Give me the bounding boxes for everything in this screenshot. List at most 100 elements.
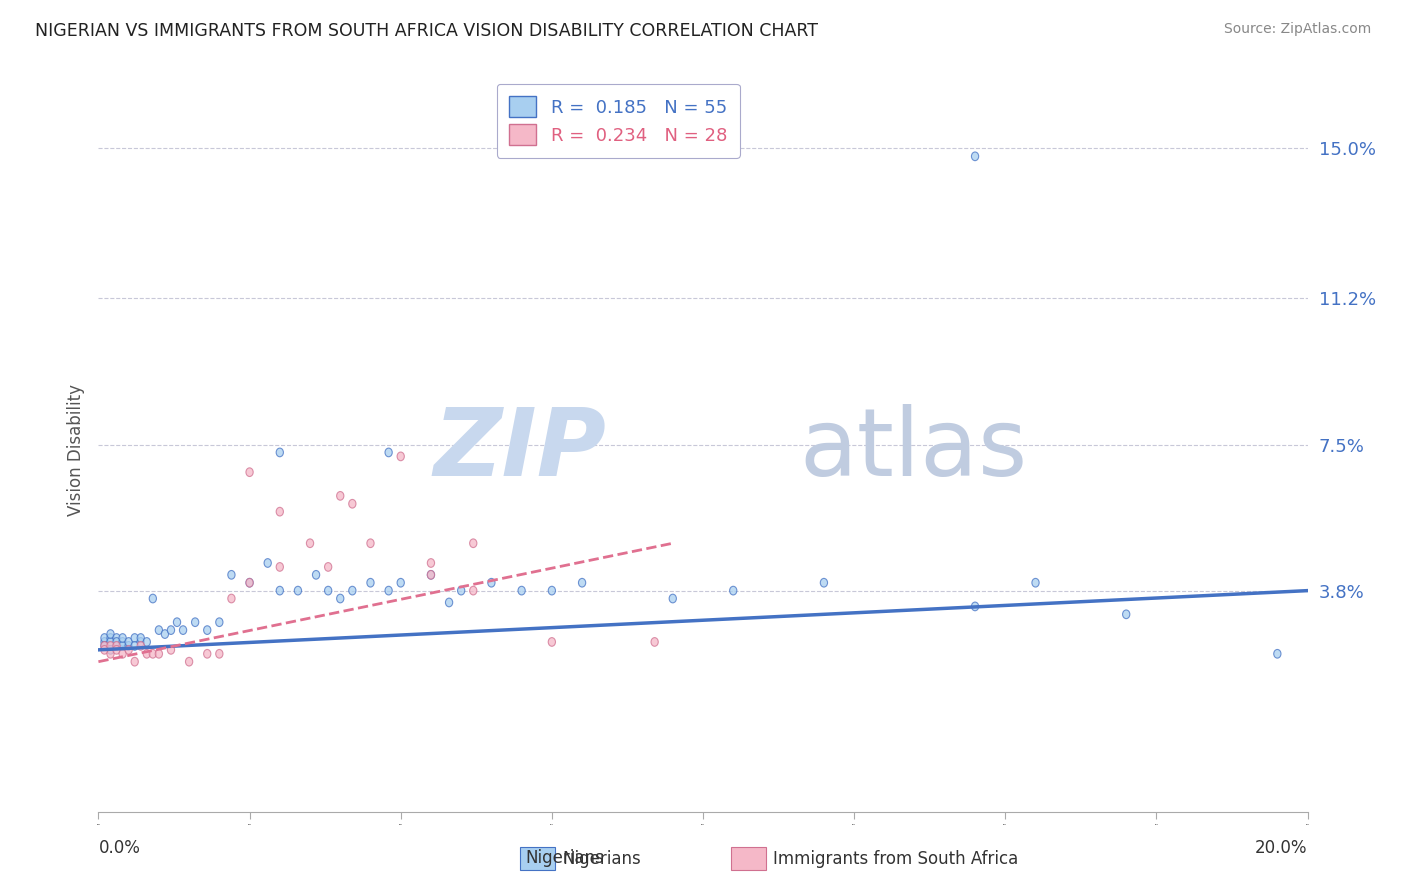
Text: Nigerians: Nigerians	[526, 849, 605, 867]
Ellipse shape	[120, 649, 127, 658]
Text: Source: ZipAtlas.com: Source: ZipAtlas.com	[1223, 22, 1371, 37]
Ellipse shape	[228, 594, 235, 603]
Ellipse shape	[325, 586, 332, 595]
Ellipse shape	[246, 578, 253, 587]
Ellipse shape	[548, 586, 555, 595]
Ellipse shape	[125, 646, 132, 654]
Ellipse shape	[228, 571, 235, 579]
Ellipse shape	[325, 563, 332, 571]
Ellipse shape	[367, 578, 374, 587]
Ellipse shape	[112, 641, 120, 650]
Ellipse shape	[120, 641, 127, 650]
Ellipse shape	[427, 571, 434, 579]
Ellipse shape	[191, 618, 198, 626]
Ellipse shape	[173, 618, 180, 626]
Ellipse shape	[101, 641, 108, 650]
Ellipse shape	[307, 539, 314, 548]
Ellipse shape	[446, 599, 453, 607]
Ellipse shape	[149, 594, 156, 603]
Ellipse shape	[204, 649, 211, 658]
Ellipse shape	[204, 626, 211, 634]
Legend: R =  0.185   N = 55, R =  0.234   N = 28: R = 0.185 N = 55, R = 0.234 N = 28	[496, 84, 740, 158]
Ellipse shape	[1032, 578, 1039, 587]
Ellipse shape	[427, 558, 434, 567]
Text: Immigrants from South Africa: Immigrants from South Africa	[773, 849, 1018, 868]
Ellipse shape	[131, 641, 138, 650]
Ellipse shape	[651, 638, 658, 647]
Ellipse shape	[138, 638, 145, 647]
FancyBboxPatch shape	[731, 847, 766, 870]
Ellipse shape	[349, 586, 356, 595]
Ellipse shape	[548, 638, 555, 647]
FancyBboxPatch shape	[520, 847, 555, 870]
Ellipse shape	[112, 646, 120, 654]
Ellipse shape	[264, 558, 271, 567]
Ellipse shape	[396, 578, 405, 587]
Ellipse shape	[107, 630, 114, 639]
Ellipse shape	[457, 586, 465, 595]
Ellipse shape	[107, 641, 114, 650]
Ellipse shape	[367, 539, 374, 548]
Ellipse shape	[167, 626, 174, 634]
Ellipse shape	[517, 586, 526, 595]
Ellipse shape	[488, 578, 495, 587]
Ellipse shape	[107, 638, 114, 647]
Ellipse shape	[120, 633, 127, 642]
Ellipse shape	[312, 571, 319, 579]
Ellipse shape	[120, 638, 127, 647]
Ellipse shape	[180, 626, 187, 634]
Ellipse shape	[294, 586, 301, 595]
Text: NIGERIAN VS IMMIGRANTS FROM SOUTH AFRICA VISION DISABILITY CORRELATION CHART: NIGERIAN VS IMMIGRANTS FROM SOUTH AFRICA…	[35, 22, 818, 40]
Ellipse shape	[162, 630, 169, 639]
Ellipse shape	[276, 508, 284, 516]
Ellipse shape	[1274, 649, 1281, 658]
Ellipse shape	[972, 152, 979, 161]
Text: Nigerians: Nigerians	[562, 849, 641, 868]
Ellipse shape	[101, 633, 108, 642]
Ellipse shape	[669, 594, 676, 603]
Ellipse shape	[125, 638, 132, 647]
Ellipse shape	[470, 539, 477, 548]
Text: ZIP: ZIP	[433, 404, 606, 497]
Ellipse shape	[101, 638, 108, 647]
Ellipse shape	[1122, 610, 1130, 619]
Ellipse shape	[143, 638, 150, 647]
Text: atlas: atlas	[800, 404, 1028, 497]
Ellipse shape	[125, 641, 132, 650]
Ellipse shape	[336, 491, 344, 500]
Ellipse shape	[349, 500, 356, 508]
Ellipse shape	[143, 649, 150, 658]
Ellipse shape	[730, 586, 737, 595]
Ellipse shape	[131, 633, 138, 642]
Ellipse shape	[107, 646, 114, 654]
Ellipse shape	[149, 649, 156, 658]
Ellipse shape	[112, 641, 120, 650]
Ellipse shape	[215, 649, 224, 658]
Ellipse shape	[138, 641, 145, 650]
Ellipse shape	[107, 649, 114, 658]
Ellipse shape	[215, 618, 224, 626]
Ellipse shape	[276, 448, 284, 457]
Ellipse shape	[972, 602, 979, 611]
Y-axis label: Vision Disability: Vision Disability	[66, 384, 84, 516]
Ellipse shape	[385, 448, 392, 457]
Text: 20.0%: 20.0%	[1256, 839, 1308, 857]
Ellipse shape	[155, 649, 163, 658]
Ellipse shape	[385, 586, 392, 595]
Ellipse shape	[155, 626, 163, 634]
Ellipse shape	[246, 467, 253, 476]
Ellipse shape	[470, 586, 477, 595]
Ellipse shape	[112, 633, 120, 642]
Ellipse shape	[112, 638, 120, 647]
Ellipse shape	[167, 646, 174, 654]
Ellipse shape	[101, 646, 108, 654]
Ellipse shape	[396, 452, 405, 460]
Ellipse shape	[820, 578, 828, 587]
Ellipse shape	[107, 633, 114, 642]
Text: 0.0%: 0.0%	[98, 839, 141, 857]
Ellipse shape	[138, 633, 145, 642]
Ellipse shape	[578, 578, 586, 587]
Ellipse shape	[427, 571, 434, 579]
Ellipse shape	[276, 586, 284, 595]
Ellipse shape	[246, 578, 253, 587]
